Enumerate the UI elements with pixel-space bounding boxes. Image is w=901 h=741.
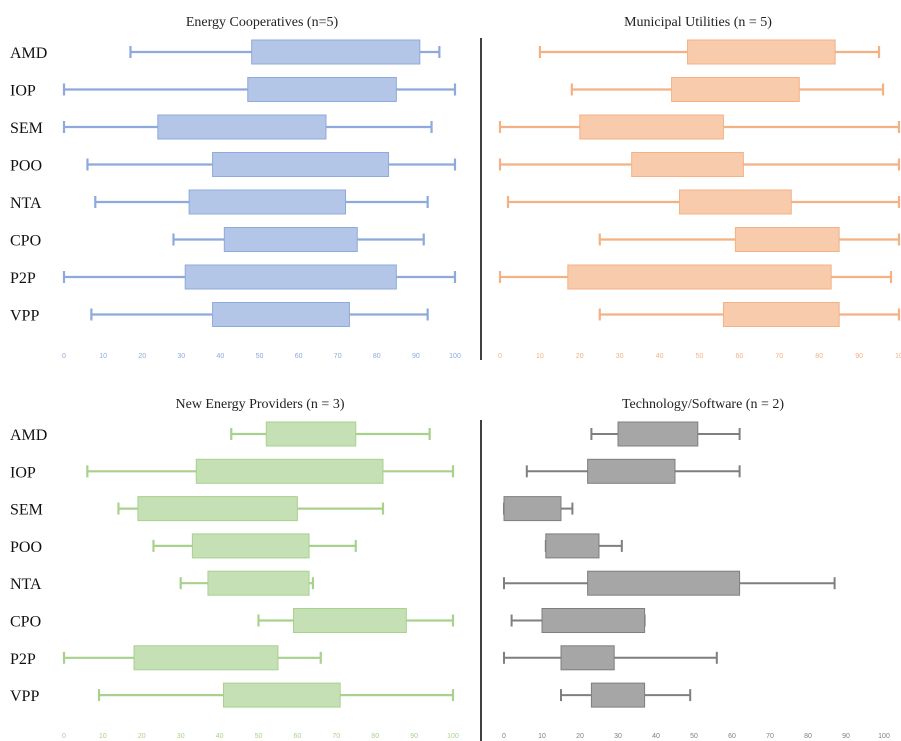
municipal-utilities-box: [722, 302, 840, 327]
municipal-utilities-title: Municipal Utilities (n = 5): [624, 15, 772, 30]
energy-cooperatives-category-label: SEM: [10, 120, 43, 137]
new-energy-providers-x-tick-label: 90: [410, 733, 418, 740]
new-energy-providers-category-label: POO: [10, 539, 42, 556]
energy-cooperatives-box: [251, 39, 421, 65]
municipal-utilities-x-tick-label: 70: [775, 353, 783, 360]
energy-cooperatives-x-tick-label: 10: [99, 353, 107, 360]
new-energy-providers-category-label: VPP: [10, 688, 39, 705]
energy-cooperatives-x-tick-label: 90: [412, 353, 420, 360]
technology-software-x-tick-label: 40: [652, 733, 660, 740]
new-energy-providers-box: [207, 570, 310, 596]
municipal-utilities-x-tick-label: 60: [736, 353, 744, 360]
energy-cooperatives-x-tick-label: 0: [62, 353, 66, 360]
new-energy-providers-box: [133, 645, 279, 671]
municipal-utilities-x-tick-label: 30: [616, 353, 624, 360]
municipal-utilities-x-tick-label: 80: [815, 353, 823, 360]
energy-cooperatives-box: [247, 77, 397, 102]
municipal-utilities-x-tick-label: 50: [696, 353, 704, 360]
energy-cooperatives-category-label: VPP: [10, 308, 39, 325]
technology-software-box: [617, 421, 699, 447]
new-energy-providers-category-label: NTA: [10, 576, 42, 593]
energy-cooperatives-x-tick-label: 70: [334, 353, 342, 360]
energy-cooperatives-category-label: P2P: [10, 270, 36, 287]
technology-software-title: Technology/Software (n = 2): [622, 397, 784, 412]
energy-cooperatives-x-tick-label: 60: [295, 353, 303, 360]
technology-software-box: [541, 608, 646, 633]
municipal-utilities-x-tick-label: 10: [536, 353, 544, 360]
technology-software-box: [587, 458, 676, 484]
technology-software-box: [503, 496, 562, 522]
municipal-utilities-box: [567, 264, 832, 290]
new-energy-providers-x-tick-label: 30: [177, 733, 185, 740]
municipal-utilities-box: [679, 189, 792, 215]
energy-cooperatives-category-label: POO: [10, 158, 42, 175]
new-energy-providers-box: [265, 421, 357, 447]
municipal-utilities-x-tick-label: 20: [576, 353, 584, 360]
energy-cooperatives-category-label: CPO: [10, 233, 41, 250]
technology-software-x-tick-label: 100: [878, 733, 890, 740]
municipal-utilities-box: [671, 77, 800, 102]
technology-software-x-tick-label: 90: [842, 733, 850, 740]
new-energy-providers-x-tick-label: 80: [371, 733, 379, 740]
municipal-utilities-x-tick-label: 0: [498, 353, 502, 360]
municipal-utilities-x-tick-label: 40: [656, 353, 664, 360]
technology-software-x-tick-label: 20: [576, 733, 584, 740]
technology-software-x-tick-label: 70: [766, 733, 774, 740]
technology-software-box: [545, 533, 600, 559]
municipal-utilities-box: [687, 39, 836, 65]
new-energy-providers-box: [293, 608, 407, 633]
technology-software-box: [590, 682, 646, 708]
new-energy-providers-x-tick-label: 70: [332, 733, 340, 740]
new-energy-providers-x-tick-label: 10: [99, 733, 107, 740]
new-energy-providers-box: [195, 458, 384, 484]
energy-cooperatives-category-label: IOP: [10, 83, 36, 100]
energy-cooperatives-x-tick-label: 50: [256, 353, 264, 360]
energy-cooperatives-x-tick-label: 30: [177, 353, 185, 360]
new-energy-providers-x-tick-label: 40: [216, 733, 224, 740]
new-energy-providers-category-label: IOP: [10, 464, 36, 481]
technology-software-x-tick-label: 30: [614, 733, 622, 740]
municipal-utilities-box: [579, 114, 724, 140]
municipal-utilities-box: [631, 152, 744, 177]
technology-software-x-tick-label: 50: [690, 733, 698, 740]
technology-software-x-tick-label: 60: [728, 733, 736, 740]
energy-cooperatives-x-tick-label: 20: [138, 353, 146, 360]
new-energy-providers-category-label: AMD: [10, 427, 47, 444]
new-energy-providers-x-tick-label: 60: [294, 733, 302, 740]
energy-cooperatives-x-tick-label: 100: [449, 353, 461, 360]
energy-cooperatives-x-tick-label: 80: [373, 353, 381, 360]
energy-cooperatives-category-label: NTA: [10, 195, 42, 212]
new-energy-providers-x-tick-label: 20: [138, 733, 146, 740]
energy-cooperatives-box: [212, 152, 390, 177]
energy-cooperatives-title: Energy Cooperatives (n=5): [186, 15, 339, 30]
technology-software-x-tick-label: 0: [502, 733, 506, 740]
energy-cooperatives-box: [223, 227, 358, 252]
new-energy-providers-x-tick-label: 50: [255, 733, 263, 740]
energy-cooperatives-box: [184, 264, 397, 290]
technology-software-box: [560, 645, 615, 671]
energy-cooperatives-box: [188, 189, 347, 215]
energy-cooperatives-category-label: AMD: [10, 45, 47, 62]
new-energy-providers-box: [222, 682, 341, 708]
new-energy-providers-box: [191, 533, 310, 559]
technology-software-x-tick-label: 80: [804, 733, 812, 740]
municipal-utilities-x-tick-label: 10: [895, 353, 901, 360]
new-energy-providers-category-label: P2P: [10, 651, 36, 668]
new-energy-providers-category-label: SEM: [10, 502, 43, 519]
municipal-utilities-x-tick-label: 90: [855, 353, 863, 360]
energy-cooperatives-box: [157, 114, 327, 140]
technology-software-box: [587, 570, 741, 596]
new-energy-providers-x-tick-label: 0: [62, 733, 66, 740]
new-energy-providers-box: [137, 496, 298, 522]
technology-software-x-tick-label: 10: [538, 733, 546, 740]
new-energy-providers-title: New Energy Providers (n = 3): [176, 397, 345, 412]
energy-cooperatives-box: [212, 302, 350, 327]
energy-cooperatives-x-tick-label: 40: [217, 353, 225, 360]
new-energy-providers-category-label: CPO: [10, 614, 41, 631]
new-energy-providers-x-tick-label: 100: [447, 733, 459, 740]
municipal-utilities-box: [734, 227, 840, 252]
